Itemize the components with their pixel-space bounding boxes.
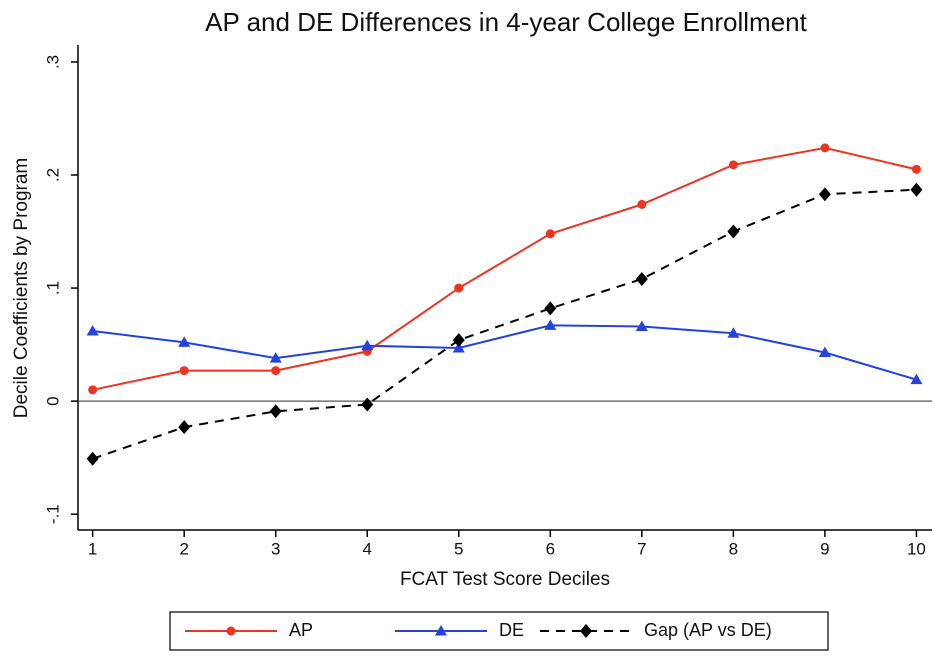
x-tick-label: 2 xyxy=(179,539,188,558)
marker xyxy=(637,199,647,209)
x-tick-label: 1 xyxy=(88,539,97,558)
series-line xyxy=(92,188,917,460)
marker xyxy=(635,272,648,287)
y-tick-label: .3 xyxy=(43,55,62,69)
series-line xyxy=(92,146,917,391)
x-tick-label: 7 xyxy=(637,539,646,558)
marker xyxy=(820,143,830,153)
marker xyxy=(544,319,557,330)
x-tick-label: 10 xyxy=(907,539,926,558)
marker xyxy=(580,624,592,638)
x-tick-label: 4 xyxy=(363,539,372,558)
x-axis-label: FCAT Test Score Deciles xyxy=(400,569,610,590)
marker xyxy=(818,187,831,202)
marker xyxy=(269,352,282,363)
y-tick-label: .1 xyxy=(43,281,62,295)
marker xyxy=(86,451,99,466)
marker xyxy=(361,339,374,351)
x-tick-label: 9 xyxy=(820,539,829,558)
marker xyxy=(544,301,557,316)
x-tick-label: 3 xyxy=(271,539,280,558)
marker xyxy=(910,373,923,385)
marker xyxy=(911,164,921,174)
marker xyxy=(452,333,465,348)
y-axis-label: Decile Coefficients by Program xyxy=(11,158,32,418)
marker xyxy=(269,404,282,419)
marker xyxy=(271,366,281,376)
marker xyxy=(361,397,374,412)
plot-area xyxy=(78,45,932,530)
y-tick-label: -.1 xyxy=(43,504,62,524)
legend-label: DE xyxy=(499,620,524,640)
marker xyxy=(452,341,465,353)
marker xyxy=(728,160,738,170)
legend-label: Gap (AP vs DE) xyxy=(644,620,772,640)
x-tick-label: 5 xyxy=(454,539,463,558)
marker xyxy=(226,626,236,636)
marker xyxy=(178,420,191,435)
chart-title: AP and DE Differences in 4-year College … xyxy=(205,7,807,37)
marker xyxy=(454,283,464,293)
legend-label: AP xyxy=(289,620,313,640)
marker xyxy=(635,320,648,332)
marker xyxy=(545,229,555,239)
marker xyxy=(727,327,740,338)
x-tick-label: 6 xyxy=(546,539,555,558)
marker xyxy=(910,182,923,197)
marker xyxy=(86,325,99,336)
marker xyxy=(178,336,191,347)
y-tick-label: .2 xyxy=(43,168,62,182)
legend-box xyxy=(169,611,829,651)
x-tick-label: 8 xyxy=(729,539,738,558)
legend: AP DE Gap (AP vs DE) xyxy=(169,611,829,651)
marker xyxy=(435,625,447,636)
marker xyxy=(179,366,189,376)
series-line xyxy=(92,324,917,381)
y-tick-label: 0 xyxy=(43,396,62,405)
marker xyxy=(818,346,831,358)
marker xyxy=(727,224,740,239)
marker xyxy=(88,385,98,395)
